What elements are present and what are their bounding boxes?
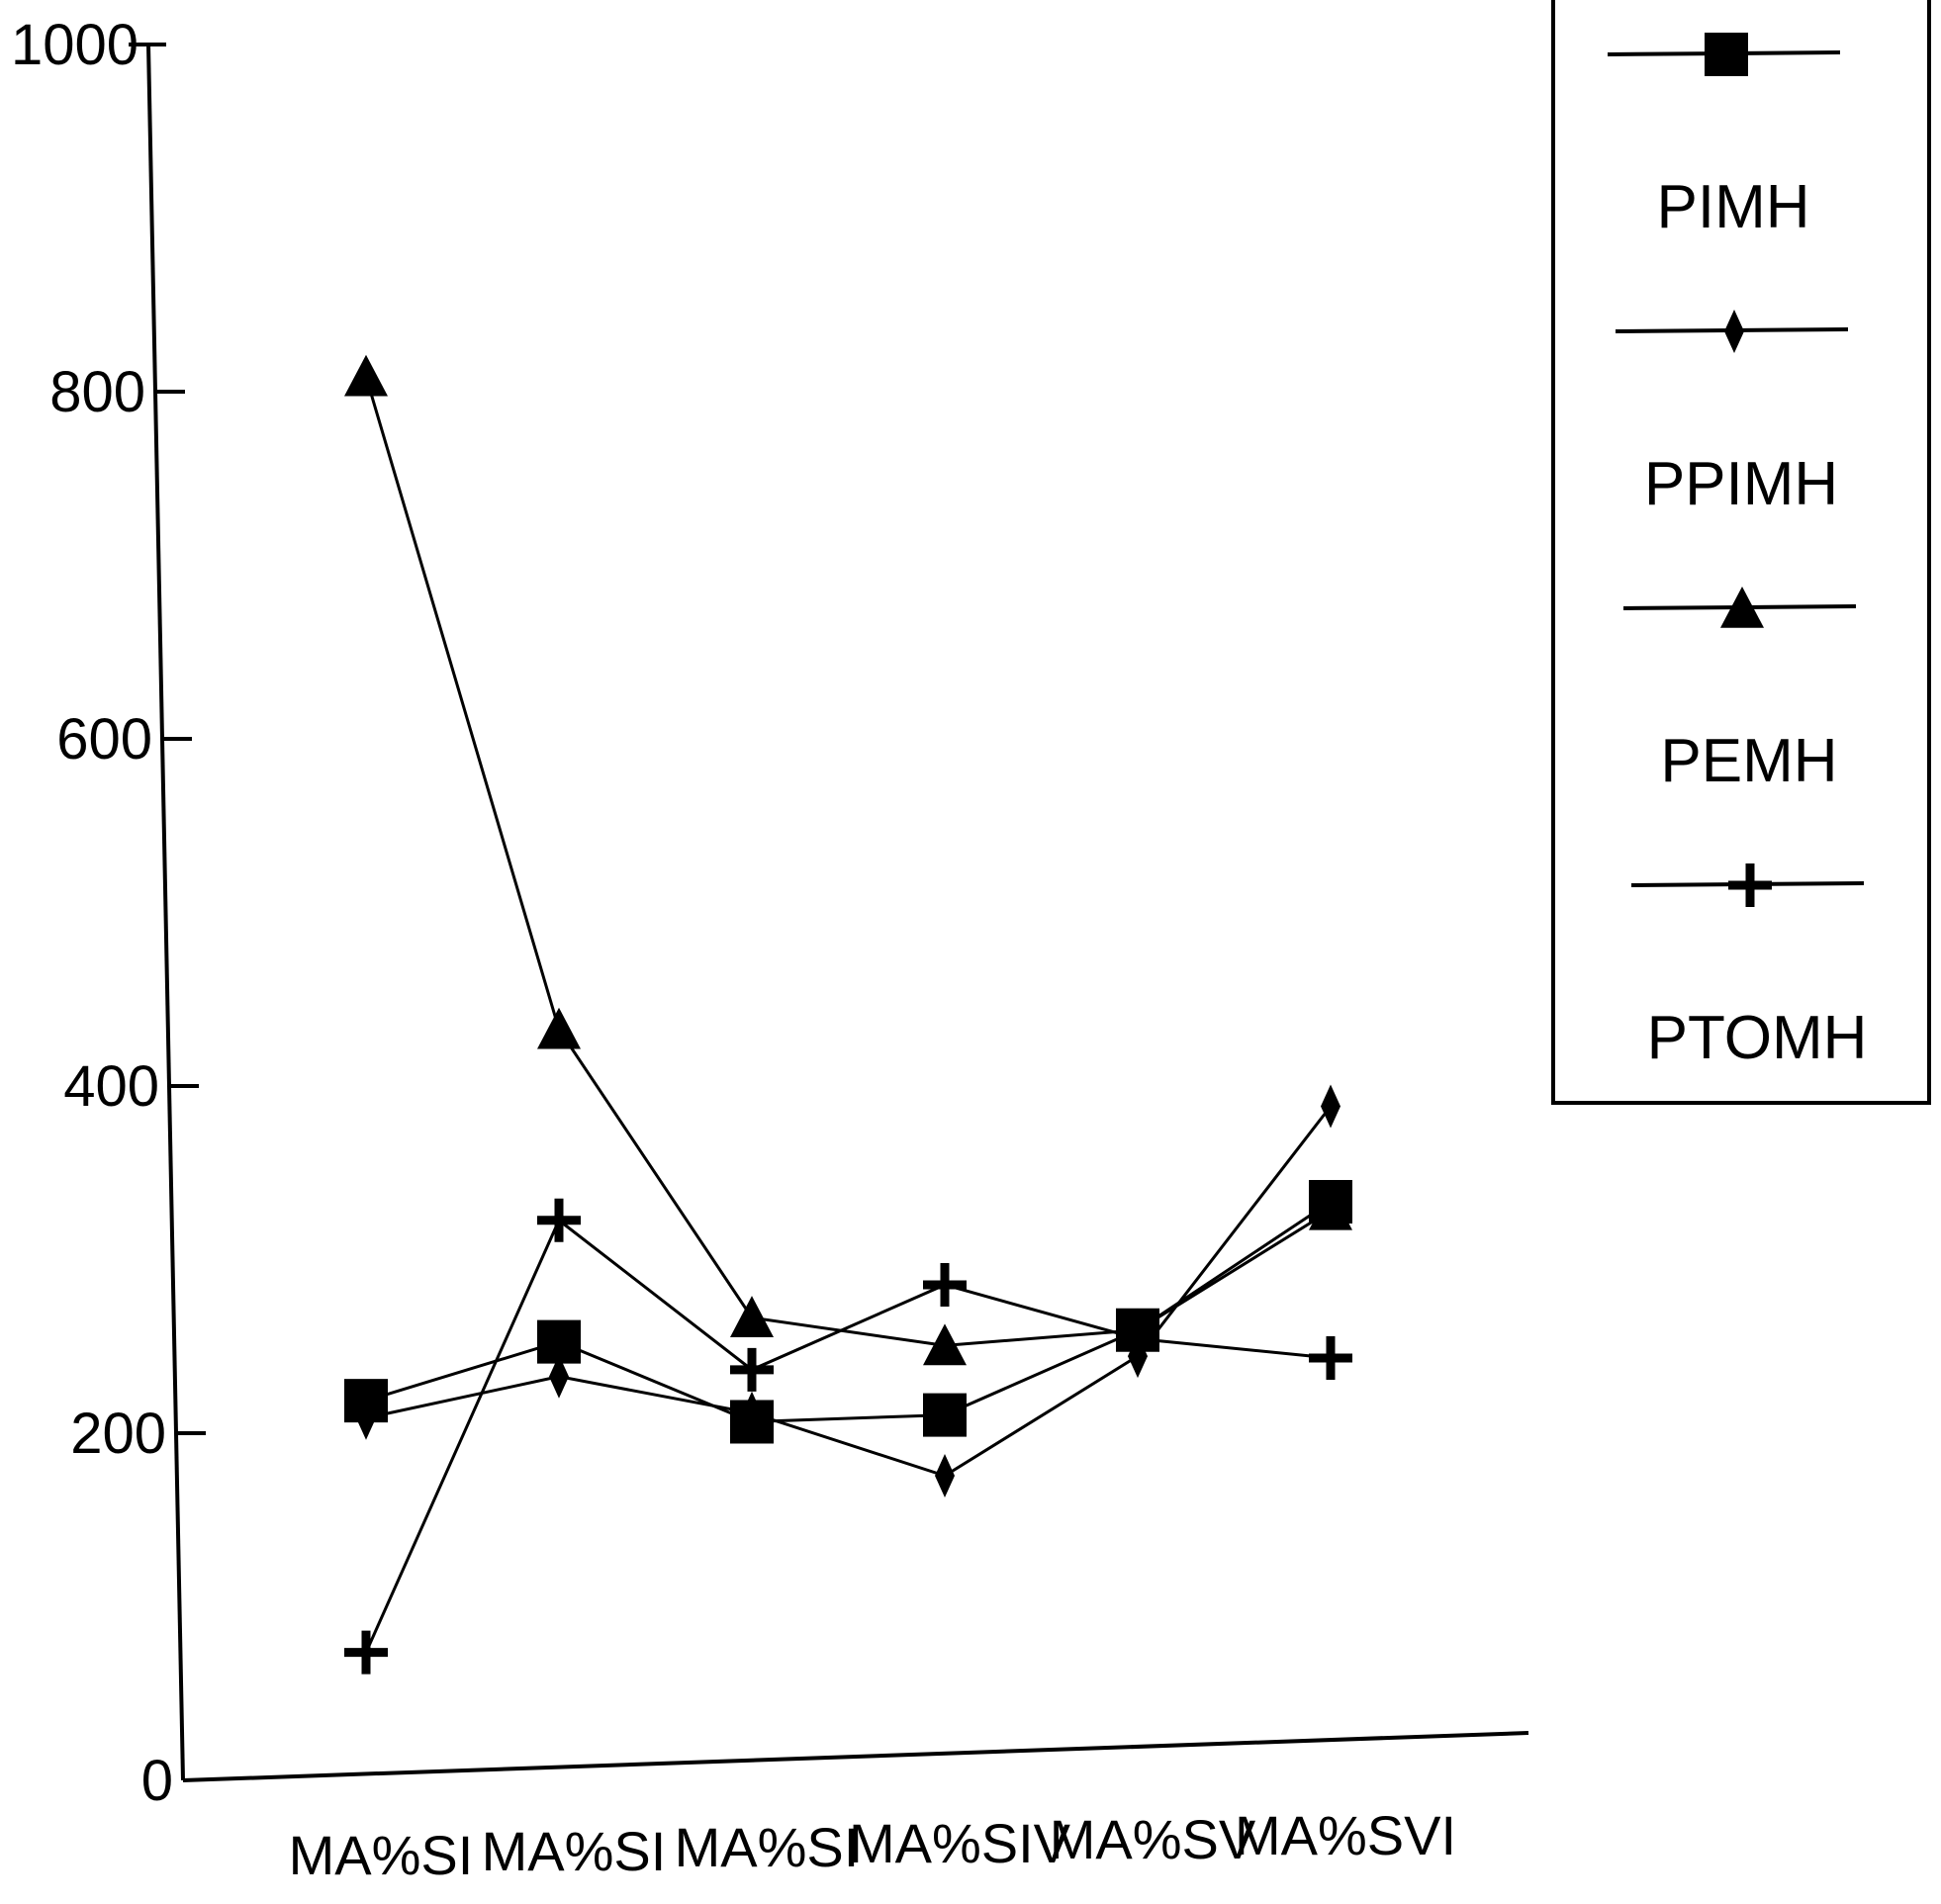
x-tick-label: MA%SIV [849, 1812, 1071, 1874]
y-tick-label: 0 [141, 1749, 173, 1813]
series-line [365, 1200, 1332, 1423]
series-line [364, 376, 1332, 1347]
x-tick-label: MA%SI [675, 1816, 860, 1878]
legend-marker-square [1705, 33, 1748, 76]
legend-label: PTOMH [1647, 1004, 1868, 1072]
y-tick-label: 200 [70, 1402, 166, 1466]
legend-label: PEMH [1660, 727, 1837, 795]
axes [129, 43, 1529, 1782]
data-point-triangle [344, 354, 388, 397]
series-ppimh [356, 1084, 1340, 1498]
legend: PIMH PPIMH PEMH PTOMH [1551, 0, 1931, 1105]
data-point-diamond [549, 1354, 569, 1399]
series-line [365, 1105, 1333, 1478]
y-tick-label: 600 [56, 707, 152, 771]
x-axis [182, 1731, 1529, 1782]
data-point-plus [537, 1198, 581, 1242]
legend-label: PPIMH [1644, 450, 1838, 518]
series-ptomh [344, 1198, 1352, 1675]
data-point-plus [344, 1630, 388, 1675]
y-tick-label: 400 [63, 1054, 159, 1119]
x-tick-label: MA%SVI [1235, 1804, 1456, 1866]
y-tick-label: 800 [49, 360, 145, 424]
data-point-plus [1309, 1335, 1352, 1380]
data-point-plus [923, 1262, 967, 1307]
data-point-plus [730, 1347, 774, 1392]
series-layer [344, 354, 1352, 1675]
y-axis [146, 44, 185, 1781]
y-ticks: 0 200 400 600 800 1000 [11, 13, 206, 1813]
legend-marker-diamond [1724, 310, 1744, 353]
data-point-triangle [1309, 1188, 1352, 1230]
legend-box [1551, 0, 1931, 1105]
data-point-square [923, 1393, 967, 1437]
legend-marker-triangle [1720, 587, 1764, 628]
legend-label: PIMH [1657, 173, 1810, 241]
data-point-diamond [1321, 1084, 1340, 1129]
series-line [364, 1218, 1332, 1654]
data-point-triangle [537, 1007, 581, 1049]
data-point-plus [1116, 1316, 1159, 1361]
legend-marker-plus [1728, 863, 1772, 907]
y-tick-label: 1000 [11, 13, 139, 77]
data-point-triangle [730, 1296, 774, 1337]
data-point-diamond [356, 1396, 376, 1440]
data-point-diamond [935, 1454, 955, 1498]
x-tick-label: MA%SV [1050, 1808, 1256, 1870]
series-pemh [344, 354, 1352, 1366]
x-tick-label: MA%SI [482, 1820, 667, 1882]
x-tick-label: MA%SI [289, 1824, 474, 1886]
data-point-triangle [923, 1323, 967, 1366]
series-pimh [344, 1180, 1352, 1444]
data-point-diamond [742, 1391, 762, 1435]
